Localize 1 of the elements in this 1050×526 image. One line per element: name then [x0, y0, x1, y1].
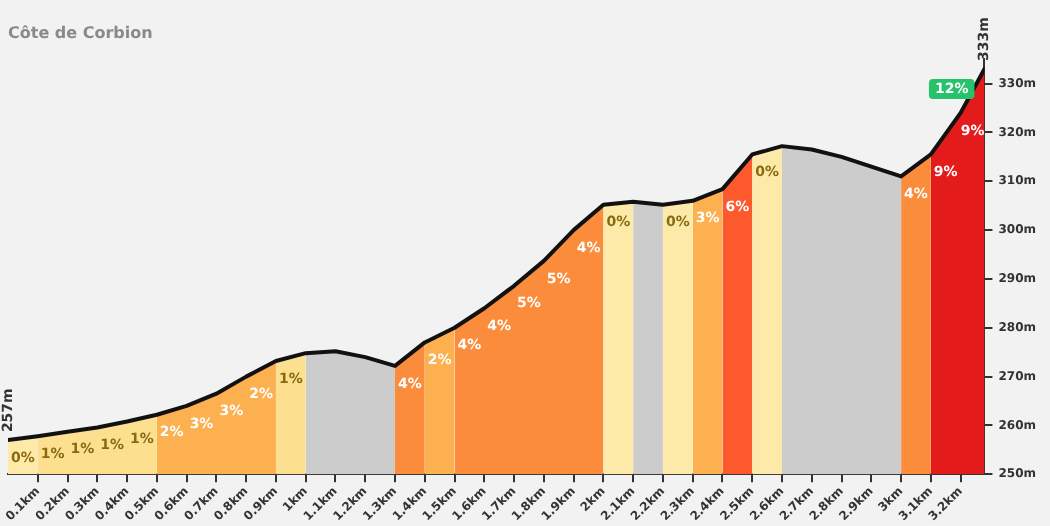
chart-title: Côte de Corbion — [8, 23, 154, 42]
